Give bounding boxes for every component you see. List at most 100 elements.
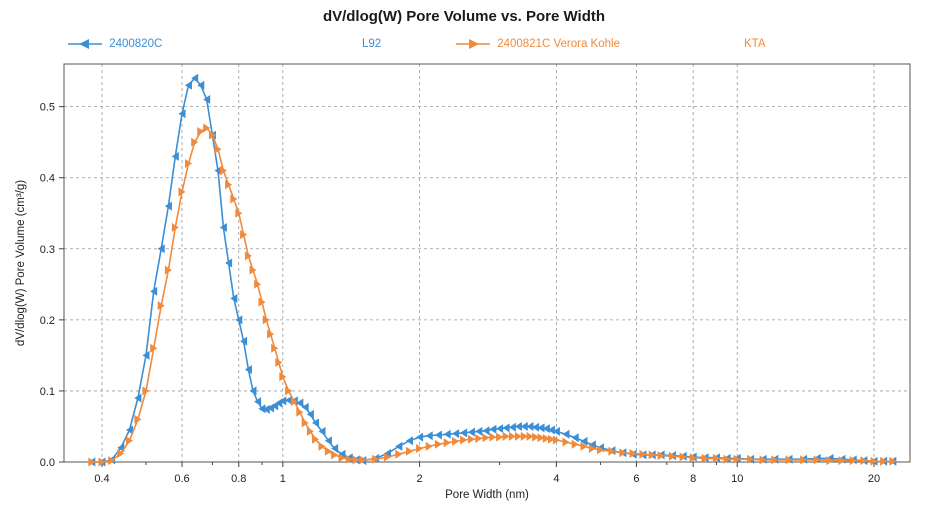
series-2-point (126, 436, 133, 446)
series-2-point (526, 431, 534, 441)
series-1-point (197, 80, 205, 90)
series-2-point (262, 315, 270, 325)
series-1-point (580, 436, 588, 446)
series-2-point (240, 230, 248, 240)
series-2-point (552, 435, 560, 445)
legend-swatch-series-1 (68, 39, 102, 49)
plot-frame (63, 63, 911, 463)
series-2-point (372, 454, 380, 464)
legend-note-series-2: KTA (744, 38, 766, 50)
x-tick-label: 8 (690, 473, 696, 485)
series-2-point (197, 127, 205, 136)
series-2-point (203, 123, 211, 133)
series-2-point (701, 453, 709, 463)
series-2-point (406, 446, 413, 456)
series-1-point (301, 402, 309, 412)
series-2-point (267, 329, 275, 339)
series-2-point (502, 431, 510, 441)
series-layer (88, 73, 897, 467)
series-1-point (134, 393, 142, 403)
series-1-point (203, 95, 211, 104)
series-2-point (150, 343, 158, 353)
series-2-point (185, 159, 192, 168)
series-1-point (562, 429, 570, 439)
x-tick-label: 20 (868, 473, 880, 485)
x-tick-label: 0.8 (231, 473, 246, 485)
series-2-point (171, 223, 179, 232)
series-1-point (416, 432, 424, 442)
series-1-point (306, 409, 314, 419)
series-2-point (629, 449, 637, 458)
series-1-point (262, 404, 270, 414)
series-1-point (150, 286, 158, 296)
series-1-point (324, 436, 332, 446)
series-2-point (384, 452, 391, 462)
series-2-point (338, 453, 346, 463)
series-2-point (306, 426, 314, 436)
series-1-point (312, 418, 319, 428)
series-1-point (240, 336, 248, 346)
series-2-point (258, 297, 266, 307)
series-2-point (352, 455, 360, 465)
series-1-point (285, 395, 293, 405)
series-2-point (520, 431, 528, 441)
series-2-point (108, 456, 116, 466)
series-2-point (826, 456, 834, 466)
series-2-point (596, 445, 604, 455)
series-1-point (502, 423, 510, 433)
legend-swatch-series-2 (456, 39, 490, 49)
x-tick-label: 10 (731, 473, 743, 485)
x-tick-label: 1 (280, 473, 286, 485)
y-tick-label: 0.0 (40, 457, 55, 469)
series-1-point (547, 425, 555, 435)
y-tick-label: 0.2 (40, 315, 55, 327)
legend-label-series-2: 2400821C Verora Kohle (497, 38, 620, 50)
x-tick-label: 2 (417, 473, 423, 485)
x-tick-label: 6 (633, 473, 639, 485)
series-1-point (395, 441, 403, 451)
series-1-point (496, 424, 504, 434)
series-1-point (178, 109, 186, 119)
series-1-point (318, 426, 326, 436)
series-1-point (331, 444, 339, 453)
series-1-point (482, 426, 490, 436)
series-2-point (813, 455, 821, 465)
series-2-point (301, 418, 309, 428)
series-2-point (588, 444, 596, 453)
y-tick-label: 0.1 (40, 386, 55, 398)
series-1-point (214, 166, 222, 176)
series-2-point (608, 446, 616, 456)
series-1-point (279, 396, 287, 406)
series-2-point (759, 455, 767, 465)
series-1-point (434, 430, 442, 440)
series-2-point (443, 438, 451, 448)
series-1-point (126, 425, 133, 435)
series-1-point (244, 365, 252, 375)
series-2-point (178, 187, 186, 197)
series-1-point (185, 80, 192, 90)
series-2-point (489, 432, 497, 442)
series-1-point (164, 201, 172, 211)
series-2-point (689, 453, 697, 463)
series-2-point (482, 433, 490, 443)
series-2-point (157, 301, 165, 311)
series-2-point (324, 446, 332, 456)
series-1-point (258, 404, 266, 414)
series-2-point (771, 455, 779, 465)
series-2-point (254, 279, 262, 289)
series-2-point (860, 456, 868, 466)
series-1-point (443, 429, 451, 439)
series-2-point (271, 343, 279, 353)
series-2-point (279, 372, 287, 382)
series-2-point (191, 137, 199, 147)
series-1-point (489, 424, 497, 434)
series-1-point (225, 258, 233, 268)
series-1-point (508, 422, 516, 432)
series-2-point (648, 450, 656, 460)
series-1-point (191, 73, 199, 83)
x-tick-label: 4 (553, 473, 559, 485)
series-2-point (514, 431, 522, 441)
series-2-point (164, 265, 172, 275)
series-2-point (117, 449, 125, 458)
